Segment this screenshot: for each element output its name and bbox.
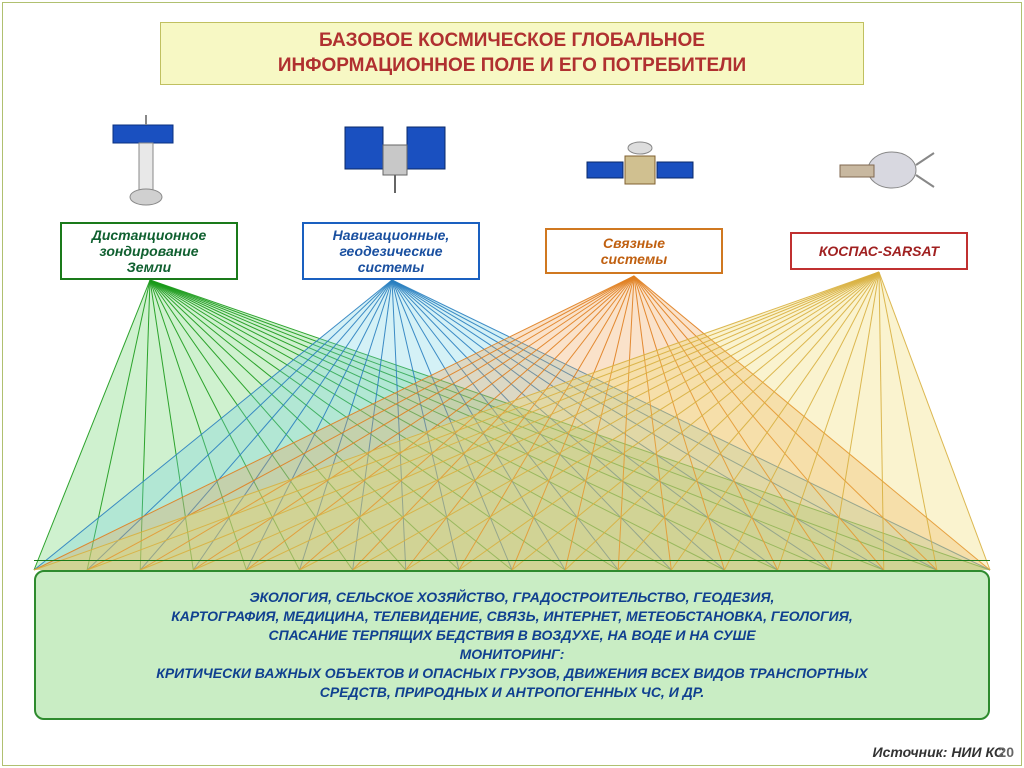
category-label: системы [333, 259, 450, 275]
satellite-cospas-icon [830, 125, 940, 220]
category-box-remote-sensing: Дистанционное зондирование Земли [60, 222, 238, 280]
category-label: системы [601, 251, 668, 267]
consumers-line: ЭКОЛОГИЯ, СЕЛЬСКОЕ ХОЗЯЙСТВО, ГРАДОСТРОИ… [54, 588, 970, 607]
category-label: зондирование [92, 243, 207, 259]
consumers-line: КАРТОГРАФИЯ, МЕДИЦИНА, ТЕЛЕВИДЕНИЕ, СВЯЗ… [54, 607, 970, 626]
category-label: Земли [92, 259, 207, 275]
title-line-1: БАЗОВОЕ КОСМИЧЕСКОЕ ГЛОБАЛЬНОЕ [171, 29, 853, 54]
satellite-remote-sensing-icon [95, 115, 205, 220]
title-line-2: ИНФОРМАЦИОННОЕ ПОЛЕ И ЕГО ПОТРЕБИТЕЛИ [171, 54, 853, 79]
satellite-navigation-icon [340, 115, 450, 220]
category-label: Связные [601, 235, 668, 251]
category-box-cospas: КОСПАС-SARSAT [790, 232, 968, 270]
page-title: БАЗОВОЕ КОСМИЧЕСКОЕ ГЛОБАЛЬНОЕ ИНФОРМАЦИ… [160, 22, 864, 85]
category-label: КОСПАС-SARSAT [819, 243, 939, 259]
consumers-line: СПАСАНИЕ ТЕРПЯЩИХ БЕДСТВИЯ В ВОЗДУХЕ, НА… [54, 626, 970, 645]
consumers-line: МОНИТОРИНГ: [54, 645, 970, 664]
category-label: Дистанционное [92, 227, 207, 243]
consumers-line: КРИТИЧЕСКИ ВАЖНЫХ ОБЪЕКТОВ И ОПАСНЫХ ГРУ… [54, 664, 970, 683]
category-box-navigation: Навигационные, геодезические системы [302, 222, 480, 280]
category-label: геодезические [333, 243, 450, 259]
category-box-comm: Связные системы [545, 228, 723, 274]
satellite-comm-icon [585, 130, 695, 215]
consumers-line: СРЕДСТВ, ПРИРОДНЫХ И АНТРОПОГЕННЫХ ЧС, И… [54, 683, 970, 702]
category-label: Навигационные, [333, 227, 450, 243]
page-number: 20 [998, 744, 1014, 760]
separator-line [34, 560, 990, 561]
consumers-box: ЭКОЛОГИЯ, СЕЛЬСКОЕ ХОЗЯЙСТВО, ГРАДОСТРОИ… [34, 570, 990, 720]
source-label: Источник: НИИ КС [873, 744, 1004, 760]
